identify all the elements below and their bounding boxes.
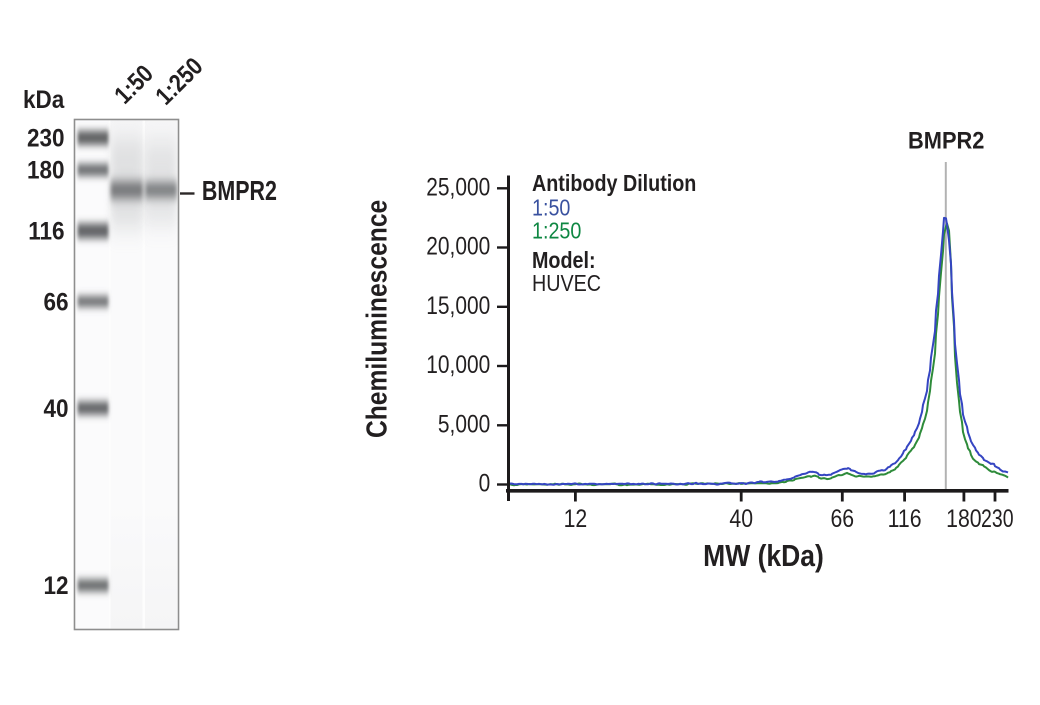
svg-text:40: 40 (729, 504, 753, 532)
svg-text:12: 12 (43, 572, 68, 600)
svg-text:1:250: 1:250 (532, 217, 581, 244)
svg-text:25,000: 25,000 (426, 173, 490, 201)
svg-text:40: 40 (43, 395, 68, 423)
svg-text:5,000: 5,000 (438, 410, 490, 438)
svg-text:0: 0 (479, 469, 491, 497)
svg-text:15,000: 15,000 (426, 291, 490, 319)
svg-text:Chemiluminescence: Chemiluminescence (361, 200, 393, 438)
svg-text:BMPR2: BMPR2 (202, 176, 277, 206)
svg-text:Antibody Dilution: Antibody Dilution (532, 169, 696, 196)
svg-text:MW (kDa): MW (kDa) (703, 539, 824, 573)
svg-text:10,000: 10,000 (426, 351, 490, 379)
svg-text:116: 116 (28, 218, 64, 246)
svg-text:1:50: 1:50 (532, 194, 570, 221)
svg-text:230: 230 (27, 124, 65, 152)
svg-text:116: 116 (888, 504, 922, 532)
svg-text:BMPR2: BMPR2 (908, 126, 984, 153)
svg-text:kDa: kDa (23, 86, 65, 114)
svg-text:230: 230 (981, 505, 1014, 533)
svg-text:20,000: 20,000 (426, 232, 490, 260)
svg-text:HUVEC: HUVEC (532, 269, 601, 296)
svg-text:180: 180 (946, 504, 981, 532)
svg-text:66: 66 (43, 288, 68, 316)
svg-text:Model:: Model: (532, 246, 596, 273)
svg-text:180: 180 (27, 157, 65, 185)
svg-text:12: 12 (564, 504, 588, 532)
svg-text:66: 66 (830, 504, 854, 532)
